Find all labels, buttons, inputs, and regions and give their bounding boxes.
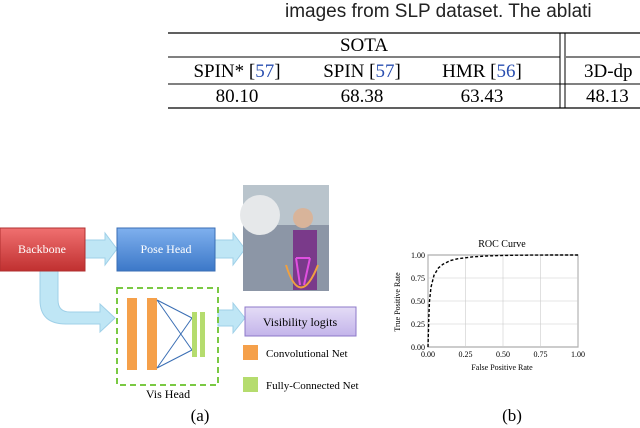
legend-swatch	[243, 377, 258, 392]
column-header: 3D-dp	[584, 61, 633, 82]
column-header: SPIN* [57]	[193, 61, 280, 82]
photo-skeleton	[295, 257, 311, 286]
header-bracket: ]	[274, 61, 280, 82]
visibility-box	[244, 306, 357, 337]
pose-head-box	[116, 227, 216, 272]
table	[168, 32, 640, 109]
table-cell: 63.43	[461, 86, 504, 107]
panel-label: (a)	[191, 406, 210, 425]
vis-head-label: Vis Head	[146, 387, 190, 401]
table-cell: 48.13	[586, 86, 629, 107]
vis-head-box	[116, 287, 219, 386]
arrow	[217, 301, 246, 335]
header-name: 3D-dp	[584, 61, 633, 82]
y-tick-label: 1.00	[411, 251, 425, 260]
roc-chart: 0.00 0.25 0.50 0.75 1.00 0.00 0.25 0.50 0.75 1.00	[411, 251, 585, 359]
citation: 56	[497, 61, 516, 82]
diagram	[0, 185, 357, 392]
y-tick-label: 0.00	[411, 343, 425, 352]
column-header: SPIN [57]	[323, 61, 401, 82]
header-bracket: ]	[394, 61, 400, 82]
photo-hat	[240, 195, 280, 235]
conv-block	[127, 298, 137, 370]
header-bracket: ]	[516, 61, 522, 82]
photo-arrow	[285, 264, 319, 289]
legend-label: Fully-Connected Net	[266, 380, 359, 392]
table-cell: 68.38	[341, 86, 384, 107]
header-name: HMR [	[442, 61, 496, 82]
photo-face	[293, 208, 313, 228]
y-axis-label: True Positive Rate	[393, 272, 402, 332]
arrow	[84, 231, 118, 267]
table-group-header: SOTA	[340, 35, 388, 56]
panel-label: (b)	[502, 406, 522, 425]
y-tick-label: 0.50	[411, 297, 425, 306]
x-tick-label: 0.00	[421, 350, 435, 359]
legend-label: Convolutional Net	[266, 348, 348, 360]
fc-block	[200, 312, 205, 357]
y-tick-label: 0.25	[411, 320, 425, 329]
x-tick-label: 1.00	[571, 350, 585, 359]
visibility-label: Visibility logits	[263, 315, 338, 329]
column-header: HMR [56]	[442, 61, 522, 82]
y-tick-label: 0.75	[411, 274, 425, 283]
connections	[156, 299, 193, 369]
citation: 57	[375, 61, 394, 82]
conv-block	[147, 298, 157, 370]
x-tick-label: 0.75	[534, 350, 548, 359]
legend-swatch	[243, 345, 258, 360]
backbone-label: Backbone	[18, 242, 66, 256]
roc-line	[427, 254, 578, 348]
x-axis-label: False Positive Rate	[471, 363, 533, 372]
x-tick-label: 0.50	[496, 350, 510, 359]
chart-title: ROC Curve	[478, 239, 526, 250]
backbone-box	[0, 227, 86, 272]
fc-block	[192, 312, 197, 357]
header-name: SPIN [	[323, 61, 375, 82]
arrow	[39, 269, 116, 334]
x-tick-label: 0.25	[459, 350, 473, 359]
header-name: SPIN* [	[193, 61, 255, 82]
table-cell: 80.10	[216, 86, 259, 107]
pose-head-label: Pose Head	[141, 242, 192, 256]
caption-text: images from SLP dataset. The ablati	[285, 1, 592, 22]
citation: 57	[255, 61, 274, 82]
arrow	[214, 231, 246, 267]
